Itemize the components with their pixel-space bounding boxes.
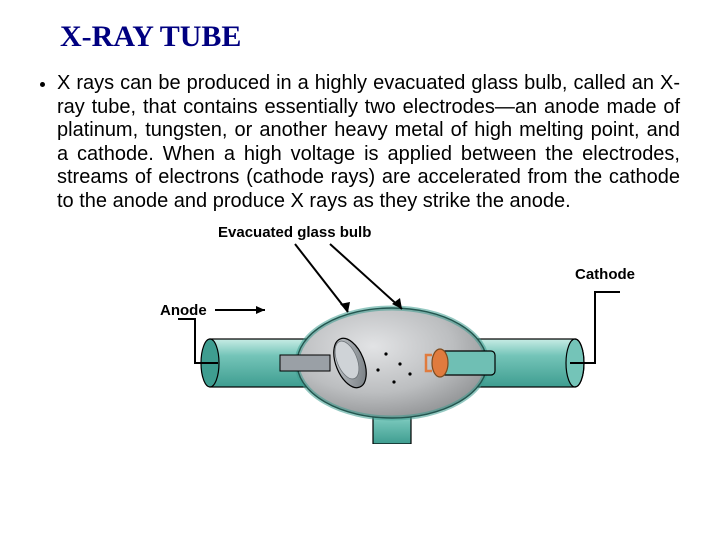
page-title: X-RAY TUBE: [60, 20, 690, 54]
xray-tube-svg: [30, 224, 690, 444]
bullet-item: X rays can be produced in a highly evacu…: [30, 72, 690, 214]
bullet-icon: [40, 82, 45, 87]
body-paragraph: X rays can be produced in a highly evacu…: [57, 72, 680, 214]
xray-tube-diagram: Evacuated glass bulb Cathode Anode: [30, 224, 690, 444]
